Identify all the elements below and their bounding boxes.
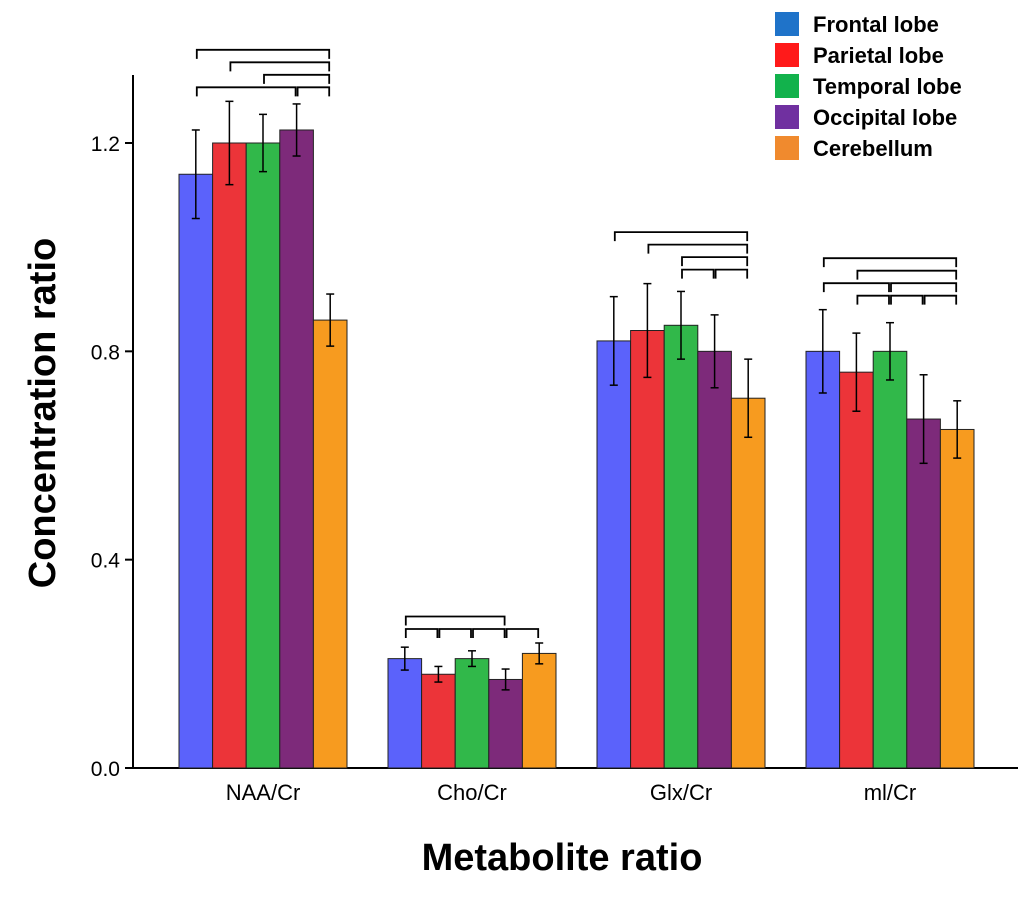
bar-cho-cr-s2: [454, 658, 490, 769]
legend-item: Frontal lobe: [775, 12, 939, 37]
error-bar: [501, 668, 510, 691]
significance-bracket: [404, 615, 506, 626]
legend-swatch: [775, 43, 799, 67]
plot-area: 0.0 0.4 0.8 1.2 NAA/Cr Cho/Cr Glx/Cr ml/Cr: [91, 48, 1018, 805]
bar-cho-cr-s0: [387, 658, 423, 769]
y-tick-label: 0.4: [91, 550, 121, 573]
error-bar: [643, 282, 652, 379]
significance-bracket: [681, 268, 715, 279]
legend-swatch: [775, 74, 799, 98]
bar-naa-cr-s0: [178, 173, 214, 769]
bar-mi-cr-s2: [872, 350, 908, 769]
bar-naa-cr-s3: [279, 129, 314, 769]
error-bar: [225, 100, 234, 186]
error-bar: [609, 295, 618, 386]
significance-bracket: [263, 73, 331, 84]
legend-label: Cerebellum: [813, 136, 933, 161]
y-ticks: 0.0 0.4 0.8 1.2: [91, 133, 133, 781]
error-bar: [326, 293, 335, 347]
x-tick-label: Cho/Cr: [437, 780, 507, 805]
significance-bracket: [195, 86, 297, 97]
error-bar: [400, 646, 409, 671]
x-tick-labels: NAA/Cr Cho/Cr Glx/Cr ml/Cr: [226, 780, 917, 805]
bar-naa-cr-s1: [212, 142, 247, 769]
error-bar: [710, 314, 719, 389]
significance-bracket: [229, 61, 331, 72]
error-bar: [259, 113, 267, 173]
x-axis-title: Metabolite ratio: [422, 837, 703, 879]
legend-label: Parietal lobe: [813, 43, 944, 68]
y-tick-label: 0.8: [91, 341, 120, 364]
legend-swatch: [775, 12, 799, 36]
significance-bracket: [822, 257, 958, 268]
y-tick-label: 1.2: [91, 133, 120, 156]
legend-item: Cerebellum: [775, 136, 933, 161]
x-tick-label: ml/Cr: [864, 780, 917, 805]
bar-glx-cr-s1: [630, 330, 665, 769]
significance-bracket: [438, 628, 472, 638]
error-bars: [191, 100, 962, 691]
significance-bracket: [613, 231, 749, 242]
error-bar: [852, 332, 861, 412]
significance-bracket: [195, 48, 331, 59]
bar-cho-cr-s1: [421, 673, 456, 769]
error-bar: [818, 308, 827, 394]
legend: Frontal lobe Parietal lobe Temporal lobe Oc…: [775, 12, 962, 161]
bar-cho-cr-s3: [488, 678, 523, 769]
error-bar: [468, 650, 476, 668]
legend-label: Temporal lobe: [813, 74, 962, 99]
bars: [178, 129, 975, 769]
significance-bracket: [296, 86, 331, 97]
bar-glx-cr-s0: [596, 340, 632, 769]
legend-swatch: [775, 136, 799, 160]
significance-bracket: [822, 282, 890, 293]
significance-bracket: [890, 294, 924, 305]
error-bar: [953, 400, 962, 459]
significance-bracket: [856, 269, 958, 280]
legend-label: Frontal lobe: [813, 12, 939, 37]
bar-glx-cr-s4: [730, 397, 766, 769]
bar-mi-cr-s3: [906, 418, 941, 769]
significance-bracket: [647, 243, 749, 254]
error-bar: [744, 358, 753, 439]
legend-item: Parietal lobe: [775, 43, 944, 68]
significance-brackets: [195, 48, 958, 638]
y-axis-title: Concentration ratio: [22, 238, 64, 588]
bar-mi-cr-s4: [939, 428, 975, 769]
legend-swatch: [775, 105, 799, 129]
bar-glx-cr-s3: [697, 350, 732, 769]
error-bar: [886, 321, 894, 381]
bar-glx-cr-s2: [663, 324, 699, 769]
bar-mi-cr-s0: [805, 350, 841, 769]
significance-bracket: [472, 628, 506, 638]
legend-item: Temporal lobe: [775, 74, 962, 99]
significance-bracket: [923, 294, 958, 305]
y-tick-label: 0.0: [91, 758, 120, 781]
legend-item: Occipital lobe: [775, 105, 957, 130]
significance-bracket: [681, 256, 749, 267]
significance-bracket: [856, 294, 890, 305]
error-bar: [191, 129, 200, 220]
bar-naa-cr-s4: [312, 319, 348, 769]
significance-bracket: [505, 628, 540, 638]
x-tick-label: Glx/Cr: [650, 780, 712, 805]
error-bar: [535, 642, 544, 665]
bar-cho-cr-s4: [521, 652, 557, 769]
legend-label: Occipital lobe: [813, 105, 957, 130]
error-bar: [919, 374, 928, 465]
error-bar: [434, 665, 443, 683]
x-tick-label: NAA/Cr: [226, 780, 301, 805]
significance-bracket: [890, 282, 958, 293]
bar-naa-cr-s2: [245, 142, 281, 769]
error-bar: [292, 103, 301, 157]
significance-bracket: [714, 268, 749, 279]
error-bar: [677, 290, 685, 360]
significance-bracket: [404, 628, 439, 638]
bar-mi-cr-s1: [839, 371, 874, 769]
